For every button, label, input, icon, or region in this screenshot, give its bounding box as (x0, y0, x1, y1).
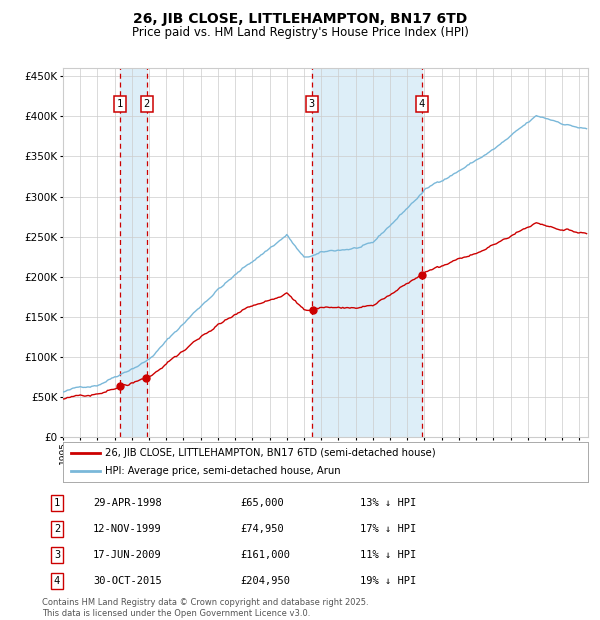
Text: 3: 3 (309, 99, 315, 109)
Text: 30-OCT-2015: 30-OCT-2015 (93, 576, 162, 586)
Text: 2: 2 (54, 524, 60, 534)
Text: 12-NOV-1999: 12-NOV-1999 (93, 524, 162, 534)
Text: 13% ↓ HPI: 13% ↓ HPI (360, 498, 416, 508)
Text: 2: 2 (144, 99, 150, 109)
Text: 17-JUN-2009: 17-JUN-2009 (93, 550, 162, 560)
Bar (121, 68, 147, 437)
Text: Contains HM Land Registry data © Crown copyright and database right 2025.
This d: Contains HM Land Registry data © Crown c… (42, 598, 368, 618)
Text: £74,950: £74,950 (240, 524, 284, 534)
Text: 26, JIB CLOSE, LITTLEHAMPTON, BN17 6TD (semi-detached house): 26, JIB CLOSE, LITTLEHAMPTON, BN17 6TD (… (105, 448, 436, 458)
Text: 17% ↓ HPI: 17% ↓ HPI (360, 524, 416, 534)
Text: 29-APR-1998: 29-APR-1998 (93, 498, 162, 508)
Text: 26, JIB CLOSE, LITTLEHAMPTON, BN17 6TD: 26, JIB CLOSE, LITTLEHAMPTON, BN17 6TD (133, 12, 467, 27)
Text: 4: 4 (418, 99, 425, 109)
Text: 3: 3 (54, 550, 60, 560)
Text: Price paid vs. HM Land Registry's House Price Index (HPI): Price paid vs. HM Land Registry's House … (131, 26, 469, 39)
Text: 11% ↓ HPI: 11% ↓ HPI (360, 550, 416, 560)
Text: £65,000: £65,000 (240, 498, 284, 508)
Text: HPI: Average price, semi-detached house, Arun: HPI: Average price, semi-detached house,… (105, 466, 341, 477)
Bar (312, 68, 422, 437)
Text: 19% ↓ HPI: 19% ↓ HPI (360, 576, 416, 586)
Text: 1: 1 (54, 498, 60, 508)
Text: £161,000: £161,000 (240, 550, 290, 560)
Text: 4: 4 (54, 576, 60, 586)
Text: £204,950: £204,950 (240, 576, 290, 586)
Text: 1: 1 (117, 99, 124, 109)
